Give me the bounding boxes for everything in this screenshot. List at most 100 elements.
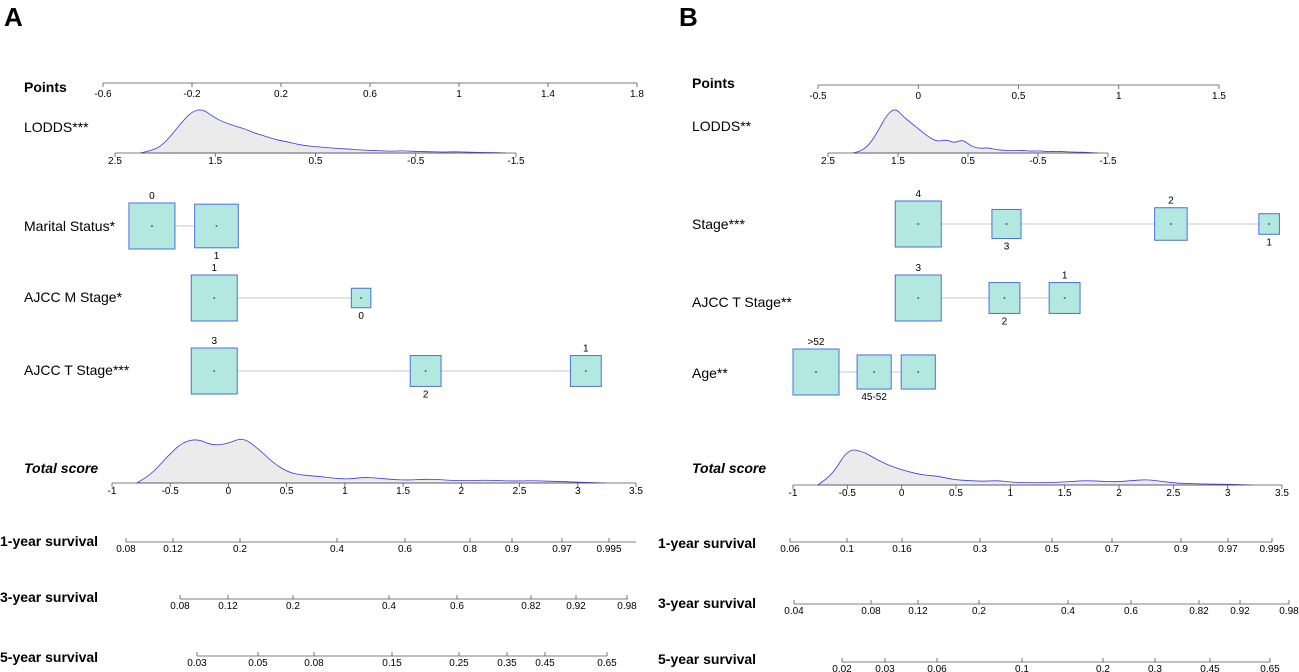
survival-tick-label: 0.3: [973, 544, 987, 555]
points-axis-tick-label: 0.6: [363, 89, 377, 100]
level-point: [150, 225, 153, 227]
total-score-axis-tick-label: 2.5: [513, 486, 527, 497]
total-score-axis-tick-label: 1: [1008, 488, 1014, 499]
level-point: [213, 370, 216, 372]
level-point: [873, 371, 876, 373]
level-label: 2: [423, 389, 429, 400]
survival-tick-label: 0.6: [450, 601, 464, 612]
survival-tick-label: 0.6: [1124, 606, 1138, 617]
level-point: [917, 223, 920, 225]
survival-label: 5-year survival: [0, 649, 98, 665]
total-score-axis-tick-label: 1.5: [396, 486, 410, 497]
survival-axis: 1-year survival 0.08 0.12 0.2 0.4 0.6 0.8 0.9 0.…: [0, 533, 636, 555]
panel-B: B Points -0.5 0 0.5 1 1.5 LODDS** 2.5 1.5 0.5 -0.5 -…: [658, 2, 1299, 672]
survival-tick-label: 0.05: [248, 658, 268, 669]
level-label: 2: [1002, 316, 1008, 327]
level-point: [213, 297, 216, 299]
lodds-axis-tick-label: 0.5: [961, 156, 975, 167]
survival-tick-label: 0.995: [596, 544, 621, 555]
total-score-axis-tick-label: 0: [899, 488, 905, 499]
survival-tick-label: 0.2: [286, 601, 300, 612]
points-axis-tick-label: 0.5: [1012, 91, 1026, 102]
lodds-density: [139, 109, 507, 154]
survival-tick-label: 0.7: [1105, 544, 1119, 555]
survival-tick-label: 0.12: [218, 601, 238, 612]
total-score-axis-tick-label: -0.5: [839, 488, 857, 499]
survival-tick-label: 0.06: [927, 664, 947, 672]
level-label: 0: [149, 191, 155, 202]
level-label: 1: [211, 263, 217, 274]
points-axis-tick-label: -0.6: [94, 89, 112, 100]
survival-tick-label: 0.98: [617, 601, 637, 612]
survival-label: 3-year survival: [658, 595, 756, 611]
survival-tick-label: 0.92: [1230, 606, 1250, 617]
survival-tick-label: 0.12: [908, 606, 928, 617]
lodds-axis-tick-label: 2.5: [108, 156, 122, 167]
survival-axis: 1-year survival 0.06 0.1 0.16 0.3 0.5 0.7 0.9 0.…: [658, 535, 1285, 555]
level-label: 3: [211, 336, 217, 347]
total-score-axis-tick-label: 1: [342, 486, 348, 497]
level-label: 1: [1266, 237, 1272, 248]
survival-tick-label: 0.15: [382, 658, 402, 669]
total-score-density: [816, 449, 1253, 486]
points-axis-tick-label: -0.2: [183, 89, 201, 100]
survival-label: 1-year survival: [658, 535, 756, 551]
level-box: [988, 282, 1021, 314]
survival-tick-label: 0.8: [463, 544, 477, 555]
survival-tick-label: 0.45: [535, 658, 555, 669]
survival-tick-label: 0.97: [1218, 544, 1238, 555]
lodds-label: LODDS**: [692, 118, 752, 134]
survival-tick-label: 0.82: [521, 601, 541, 612]
survival-axis: 3-year survival 0.04 0.08 0.12 0.2 0.4 0.6 0.82…: [658, 595, 1299, 617]
survival-tick-label: 0.4: [330, 544, 344, 555]
level-label: 1: [214, 251, 220, 262]
variable-label: AJCC M Stage*: [24, 289, 123, 305]
lodds-axis-tick-label: 1.5: [891, 156, 905, 167]
level-point: [584, 370, 587, 372]
level-point: [814, 371, 817, 373]
level-label: 3: [915, 263, 921, 274]
survival-tick-label: 0.4: [382, 601, 396, 612]
survival-tick-label: 0.04: [784, 606, 804, 617]
survival-tick-label: 0.08: [116, 544, 136, 555]
points-axis-tick-label: 1: [456, 89, 462, 100]
total-score-axis-tick-label: 2: [1116, 488, 1122, 499]
level-point: [215, 225, 218, 227]
variable-row: AJCC T Stage** 3 2 1: [692, 263, 1081, 327]
variable-row: Stage*** 4 3 2 1: [692, 189, 1280, 253]
points-axis-tick-label: 1.4: [541, 89, 555, 100]
survival-tick-label: 0.08: [304, 658, 324, 669]
survival-tick-label: 0.06: [780, 544, 800, 555]
survival-tick-label: 0.02: [832, 664, 852, 672]
survival-tick-label: 0.5: [1045, 544, 1059, 555]
level-label: 0: [358, 311, 364, 322]
survival-tick-label: 0.03: [875, 664, 895, 672]
survival-tick-label: 0.1: [840, 544, 854, 555]
survival-tick-label: 0.97: [552, 544, 572, 555]
panel-letter: B: [679, 2, 698, 32]
level-label: 45-52: [861, 392, 887, 403]
variable-label: AJCC T Stage***: [24, 362, 130, 378]
lodds-axis-tick-label: -0.5: [1029, 156, 1047, 167]
total-score-axis-tick-label: 0.5: [280, 486, 294, 497]
survival-tick-label: 0.4: [1061, 606, 1075, 617]
survival-tick-label: 0.08: [861, 606, 881, 617]
variable-row: Marital Status* 0 1: [24, 191, 239, 262]
survival-axis: 5-year survival 0.02 0.03 0.06 0.1 0.2 0.3 0.45…: [658, 651, 1280, 672]
total-score-label: Total score: [692, 460, 766, 476]
level-point: [1169, 223, 1172, 225]
level-label: >52: [808, 337, 825, 348]
survival-tick-label: 0.16: [892, 544, 912, 555]
lodds-axis-tick-label: 1.5: [208, 156, 222, 167]
total-score-axis-tick-label: 3: [1225, 488, 1231, 499]
survival-tick-label: 0.2: [233, 544, 247, 555]
level-point: [1268, 223, 1271, 225]
total-score-axis-tick-label: 0.5: [949, 488, 963, 499]
survival-tick-label: 0.2: [972, 606, 986, 617]
total-score-axis-tick-label: 2.5: [1166, 488, 1180, 499]
lodds-axis-tick-label: -1.5: [507, 156, 525, 167]
level-point: [360, 297, 363, 299]
survival-tick-label: 0.3: [1148, 664, 1162, 672]
survival-tick-label: 0.92: [566, 601, 586, 612]
